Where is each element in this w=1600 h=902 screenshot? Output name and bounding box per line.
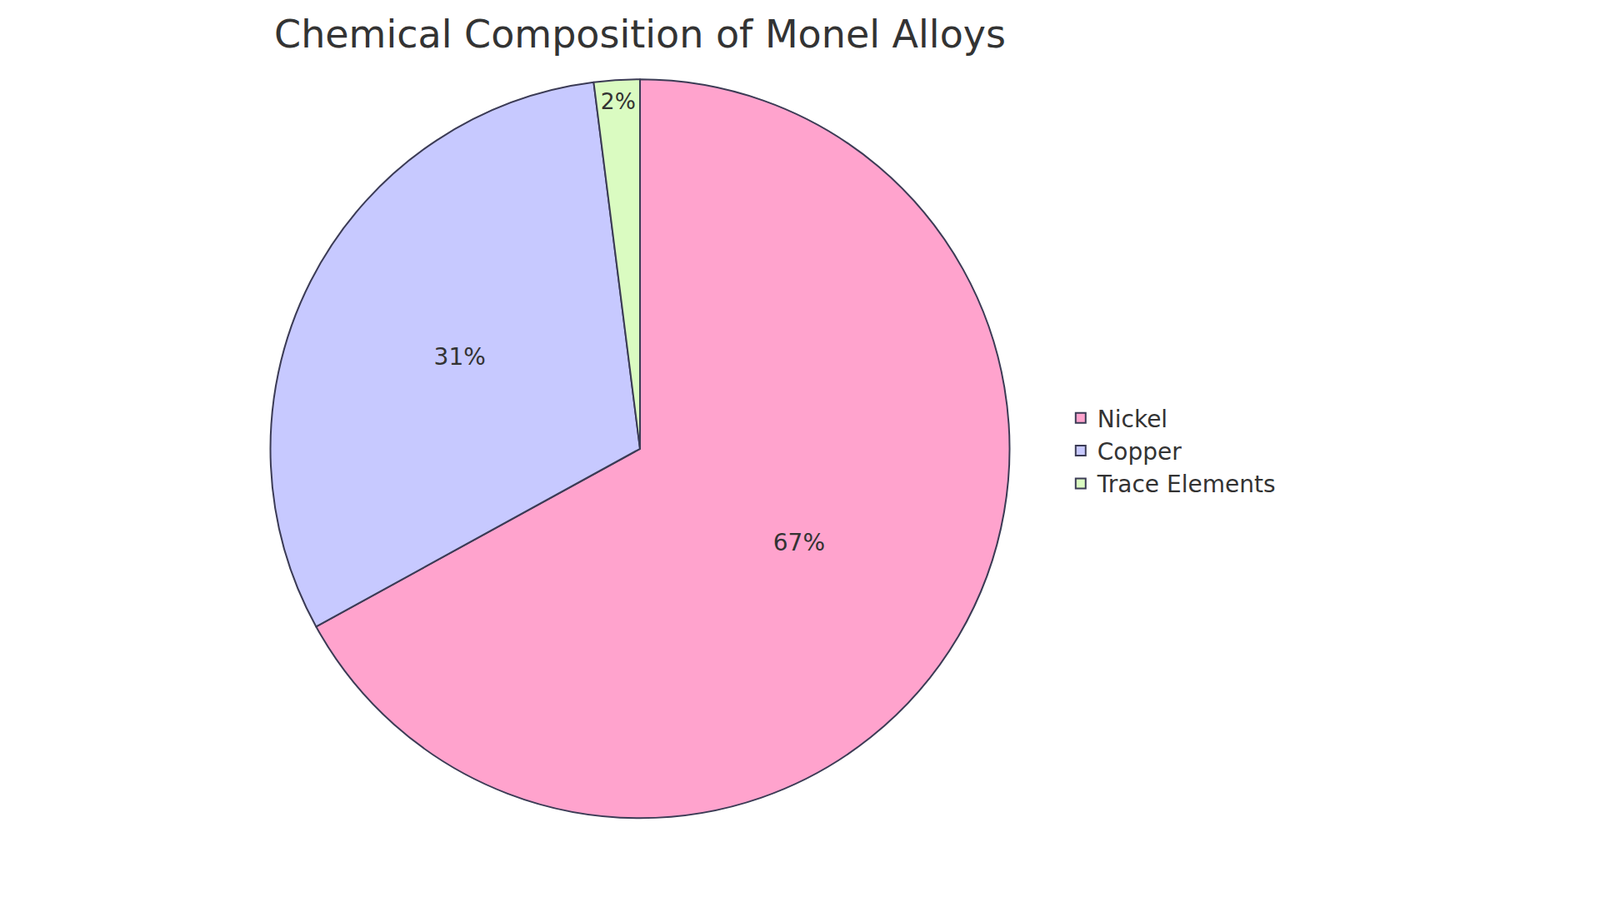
svg-text:67%: 67%: [773, 529, 825, 557]
svg-text:Nickel: Nickel: [1097, 405, 1168, 434]
svg-text:Copper: Copper: [1097, 438, 1182, 466]
svg-text:Trace Elements: Trace Elements: [1096, 470, 1276, 499]
svg-text:2%: 2%: [600, 88, 636, 115]
svg-text:Chemical Composition of Monel: Chemical Composition of Monel Alloys: [274, 11, 1006, 57]
svg-text:31%: 31%: [434, 343, 486, 371]
